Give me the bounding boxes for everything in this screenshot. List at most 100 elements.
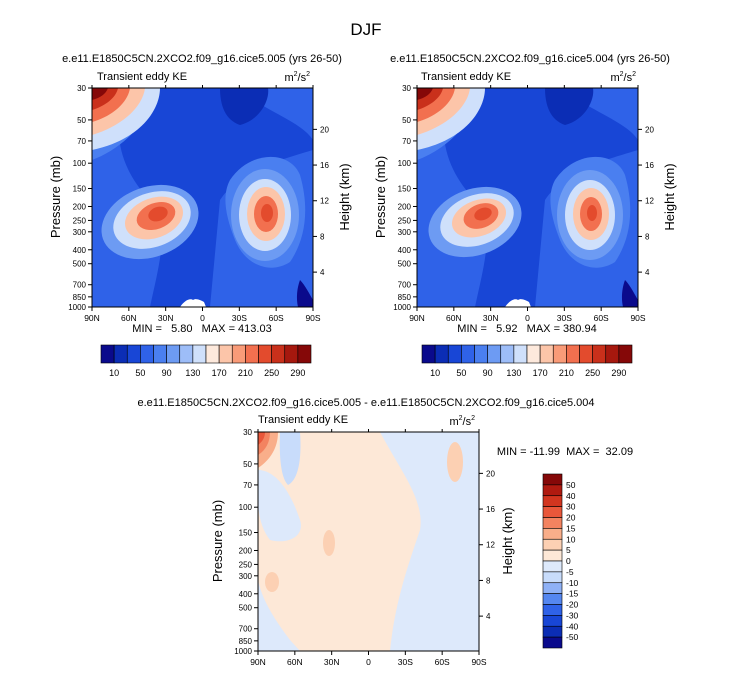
panel-3-ytick-label: 250 <box>239 560 253 569</box>
panel-2-ytick-label: 850 <box>398 293 412 302</box>
panel-3-ytick-label: 100 <box>239 503 253 512</box>
panel-3-xtick-label: 30S <box>398 657 413 667</box>
panel-2-ytick-label: 250 <box>398 216 412 225</box>
panel-3-ytick-label: 500 <box>239 604 253 613</box>
panel-3-colorbar-label: 20 <box>566 513 576 523</box>
panel-1-ylabel: Pressure (mb) <box>48 156 63 238</box>
panel-1-ytick-label: 200 <box>73 202 87 211</box>
panel-2-ytick-label: 70 <box>402 137 411 146</box>
panel-2: e.e11.E1850C5CN.2XCO2.f09_g16.cice5.004 … <box>373 53 677 378</box>
panel-2-ylabel: Pressure (mb) <box>373 156 388 238</box>
panel-1-trough-right <box>296 280 313 307</box>
panel-2-y2tick-label: 16 <box>645 161 654 170</box>
panel-1-ytick-label: 850 <box>73 293 87 302</box>
panel-3-colorbar-label: -15 <box>566 589 579 599</box>
panel-1-colorbar-label: 50 <box>135 368 145 378</box>
panel-2-colorbar-label: 130 <box>506 368 521 378</box>
panel-2-y2tick-label: 12 <box>645 197 654 206</box>
panel-3-colorbar-swatch <box>542 571 563 584</box>
panel-2-colorbar-swatch <box>539 344 554 364</box>
panel-1-y2tick-label: 4 <box>320 268 325 277</box>
panel-1-colorbar-swatch <box>284 344 299 364</box>
panel-2-ytick-label: 100 <box>398 159 412 168</box>
panel-1-y2label: Height (km) <box>337 163 352 230</box>
panel-1-colorbar-swatch <box>100 344 115 364</box>
panel-1-ytick-label: 1000 <box>68 303 86 312</box>
panel-3-colorbar-label: 5 <box>566 545 571 555</box>
panel-2-polar-peak <box>417 88 433 100</box>
panel-2-ytick-label: 30 <box>402 84 411 93</box>
panel-2-colorbar-label: 170 <box>533 368 548 378</box>
panel-1-colorbar-label: 10 <box>109 368 119 378</box>
panel-3-ytick-label: 70 <box>243 481 252 490</box>
panel-2-y2tick-label: 4 <box>645 268 650 277</box>
panel-3: e.e11.E1850C5CN.2XCO2.f09_g16.cice5.005 … <box>137 397 633 667</box>
panel-2-colorbar-swatch <box>500 344 515 364</box>
panel-2-colorbar-swatch <box>526 344 541 364</box>
panel-3-xtick-label: 0 <box>366 657 371 667</box>
panel-1-xtick-label: 60S <box>269 313 284 323</box>
panel-3-colorbar-swatch <box>542 593 563 605</box>
panel-3-colorbar-label: -30 <box>566 610 579 620</box>
panel-2-colorbar-swatch <box>605 344 620 364</box>
panel-3-y2tick-label: 12 <box>486 541 495 550</box>
panel-3-colorbar-swatch <box>542 484 563 497</box>
panel-2-colorbar-swatch <box>552 344 567 364</box>
panel-1-colorbar-swatch <box>297 344 312 364</box>
panel-3-xtick-label: 90S <box>471 657 486 667</box>
panel-3-ytick-label: 200 <box>239 546 253 555</box>
panel-1-ytick-label: 300 <box>73 228 87 237</box>
panel-2-colorbar-swatch <box>618 344 633 364</box>
panel-3-colorbar-swatch <box>542 615 563 627</box>
panel-2-colorbar-swatch <box>513 344 528 364</box>
panel-2-colorbar-label: 250 <box>585 368 600 378</box>
panel-1-trough-top <box>220 88 269 125</box>
panel-3-colorbar-swatch <box>542 582 563 594</box>
panel-1-colorbar-swatch <box>231 344 246 364</box>
panel-1-ytick-label: 50 <box>77 116 86 125</box>
panel-3-ylabel: Pressure (mb) <box>210 500 225 582</box>
panel-1-y2tick-label: 12 <box>320 197 329 206</box>
panel-2-xtick-label: 60N <box>446 313 462 323</box>
panel-1-ytick-label: 70 <box>77 137 86 146</box>
panel-2-xtick-label: 90N <box>409 313 425 323</box>
panel-1-ytick-label: 100 <box>73 159 87 168</box>
panel-3-positive-cell-1 <box>323 530 335 556</box>
panel-3-colorbar-swatch <box>542 473 563 486</box>
figure-title: DJF <box>350 20 381 39</box>
panel-3-colorbar-label: 50 <box>566 480 576 490</box>
panel-2-ytick-label: 200 <box>398 202 412 211</box>
panel-1-ytick-label: 30 <box>77 84 86 93</box>
panel-2-colorbar-label: 10 <box>430 368 440 378</box>
panel-2-colorbar-swatch <box>579 344 593 364</box>
panel-3-negative-region-east <box>380 432 479 651</box>
panel-2-stats: MIN = 5.92 MAX = 380.94 <box>457 323 596 335</box>
panel-2-colorbar-swatch <box>434 344 449 364</box>
panel-1-y2tick-label: 8 <box>320 232 325 241</box>
panel-1-units: m2/s2 <box>284 71 310 84</box>
panel-2-xtick-label: 0 <box>525 313 530 323</box>
panel-3-colorbar-swatch <box>542 636 563 649</box>
panel-3-ytick-label: 850 <box>239 637 253 646</box>
panel-2-colorbar-swatch <box>592 344 607 364</box>
panel-1-ytick-label: 500 <box>73 260 87 269</box>
panel-2-colorbar-swatch <box>474 344 488 364</box>
panel-3-colorbar-label: -20 <box>566 600 579 610</box>
panel-1-topography <box>180 299 206 307</box>
panel-2-xtick-label: 90S <box>630 313 645 323</box>
panel-3-colorbar-swatch <box>542 528 563 540</box>
panel-3-colorbar-label: 0 <box>566 556 571 566</box>
panel-2-xtick-label: 30S <box>557 313 572 323</box>
panel-3-colorbar-label: 30 <box>566 502 576 512</box>
panel-2-ytick-label: 1000 <box>393 303 411 312</box>
panel-3-y2tick-label: 8 <box>486 576 491 585</box>
panel-3-colorbar-swatch <box>542 549 563 562</box>
panel-1-colorbar-label: 90 <box>162 368 172 378</box>
panel-2-topography <box>505 299 531 307</box>
panel-2-xtick-label: 30N <box>483 313 499 323</box>
panel-1-field <box>92 88 313 307</box>
panel-2-field <box>417 88 638 307</box>
panel-2-y2tick-label: 8 <box>645 232 650 241</box>
panel-3-xtick-label: 30N <box>324 657 340 667</box>
panel-3-title: e.e11.E1850C5CN.2XCO2.f09_g16.cice5.005 … <box>137 397 594 409</box>
